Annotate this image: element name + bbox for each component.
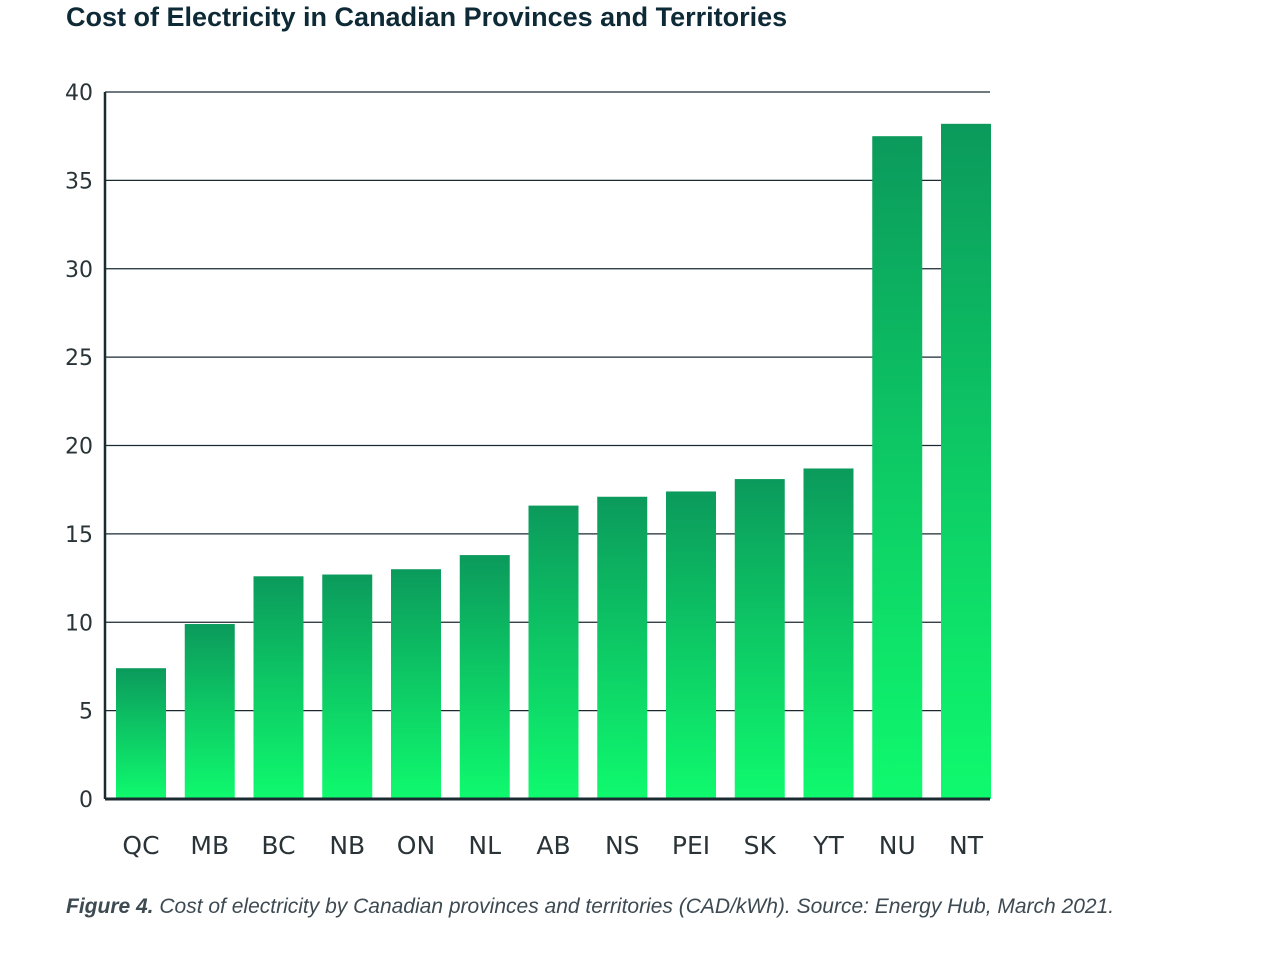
- x-tick-label: SK: [744, 831, 777, 860]
- y-tick-label: 20: [65, 435, 93, 460]
- bar-ab: [528, 505, 579, 799]
- bar-nu: [872, 136, 923, 799]
- y-tick-label: 10: [65, 611, 93, 636]
- y-tick-label: 30: [65, 258, 93, 283]
- y-tick-label: 0: [79, 788, 93, 813]
- bar-ns: [597, 496, 648, 799]
- x-tick-label: NL: [468, 831, 501, 860]
- y-tick-label: 15: [65, 523, 93, 548]
- y-tick-label: 35: [65, 169, 93, 194]
- x-tick-label: NS: [605, 831, 640, 860]
- x-tick-label: MB: [190, 831, 229, 860]
- x-tick-label: QC: [122, 831, 159, 860]
- bar-on: [391, 569, 441, 799]
- y-tick-label: 40: [65, 81, 93, 106]
- axes: [103, 92, 990, 801]
- x-tick-label: PEI: [672, 831, 710, 860]
- bar-chart: 0 5 10 15 20 25 30 35 40 QC MB BC NB ON NL AB NS PEI SK YT…: [65, 81, 991, 860]
- x-tick-label: NU: [879, 831, 916, 860]
- bar-mb: [184, 624, 235, 799]
- bar-nl: [459, 555, 510, 799]
- chart-title: Cost of Electricity in Canadian Province…: [66, 2, 788, 32]
- x-tick-label: NT: [949, 831, 984, 860]
- bar-qc: [116, 668, 166, 799]
- y-tick-label: 25: [65, 346, 93, 371]
- y-tick-labels: 0 5 10 15 20 25 30 35 40: [65, 81, 93, 813]
- bar-bc: [253, 576, 304, 799]
- figure-caption-label: Figure 4.: [66, 895, 154, 918]
- x-tick-label: YT: [812, 831, 844, 860]
- bar-pei: [666, 491, 716, 799]
- y-tick-label: 5: [79, 700, 93, 725]
- x-tick-label: AB: [536, 831, 570, 860]
- x-tick-label: BC: [261, 831, 295, 860]
- x-tick-labels: QC MB BC NB ON NL AB NS PEI SK YT NU NT: [122, 831, 983, 860]
- bar-sk: [734, 479, 785, 799]
- x-tick-label: ON: [397, 831, 435, 860]
- x-tick-label: NB: [329, 831, 365, 860]
- figure-caption-text: Cost of electricity by Canadian province…: [153, 895, 1115, 918]
- bars: [116, 123, 991, 799]
- figure-caption: Figure 4. Cost of electricity by Canadia…: [66, 895, 1114, 919]
- bar-nt: [941, 123, 991, 799]
- bar-yt: [803, 468, 854, 799]
- bar-nb: [322, 574, 373, 799]
